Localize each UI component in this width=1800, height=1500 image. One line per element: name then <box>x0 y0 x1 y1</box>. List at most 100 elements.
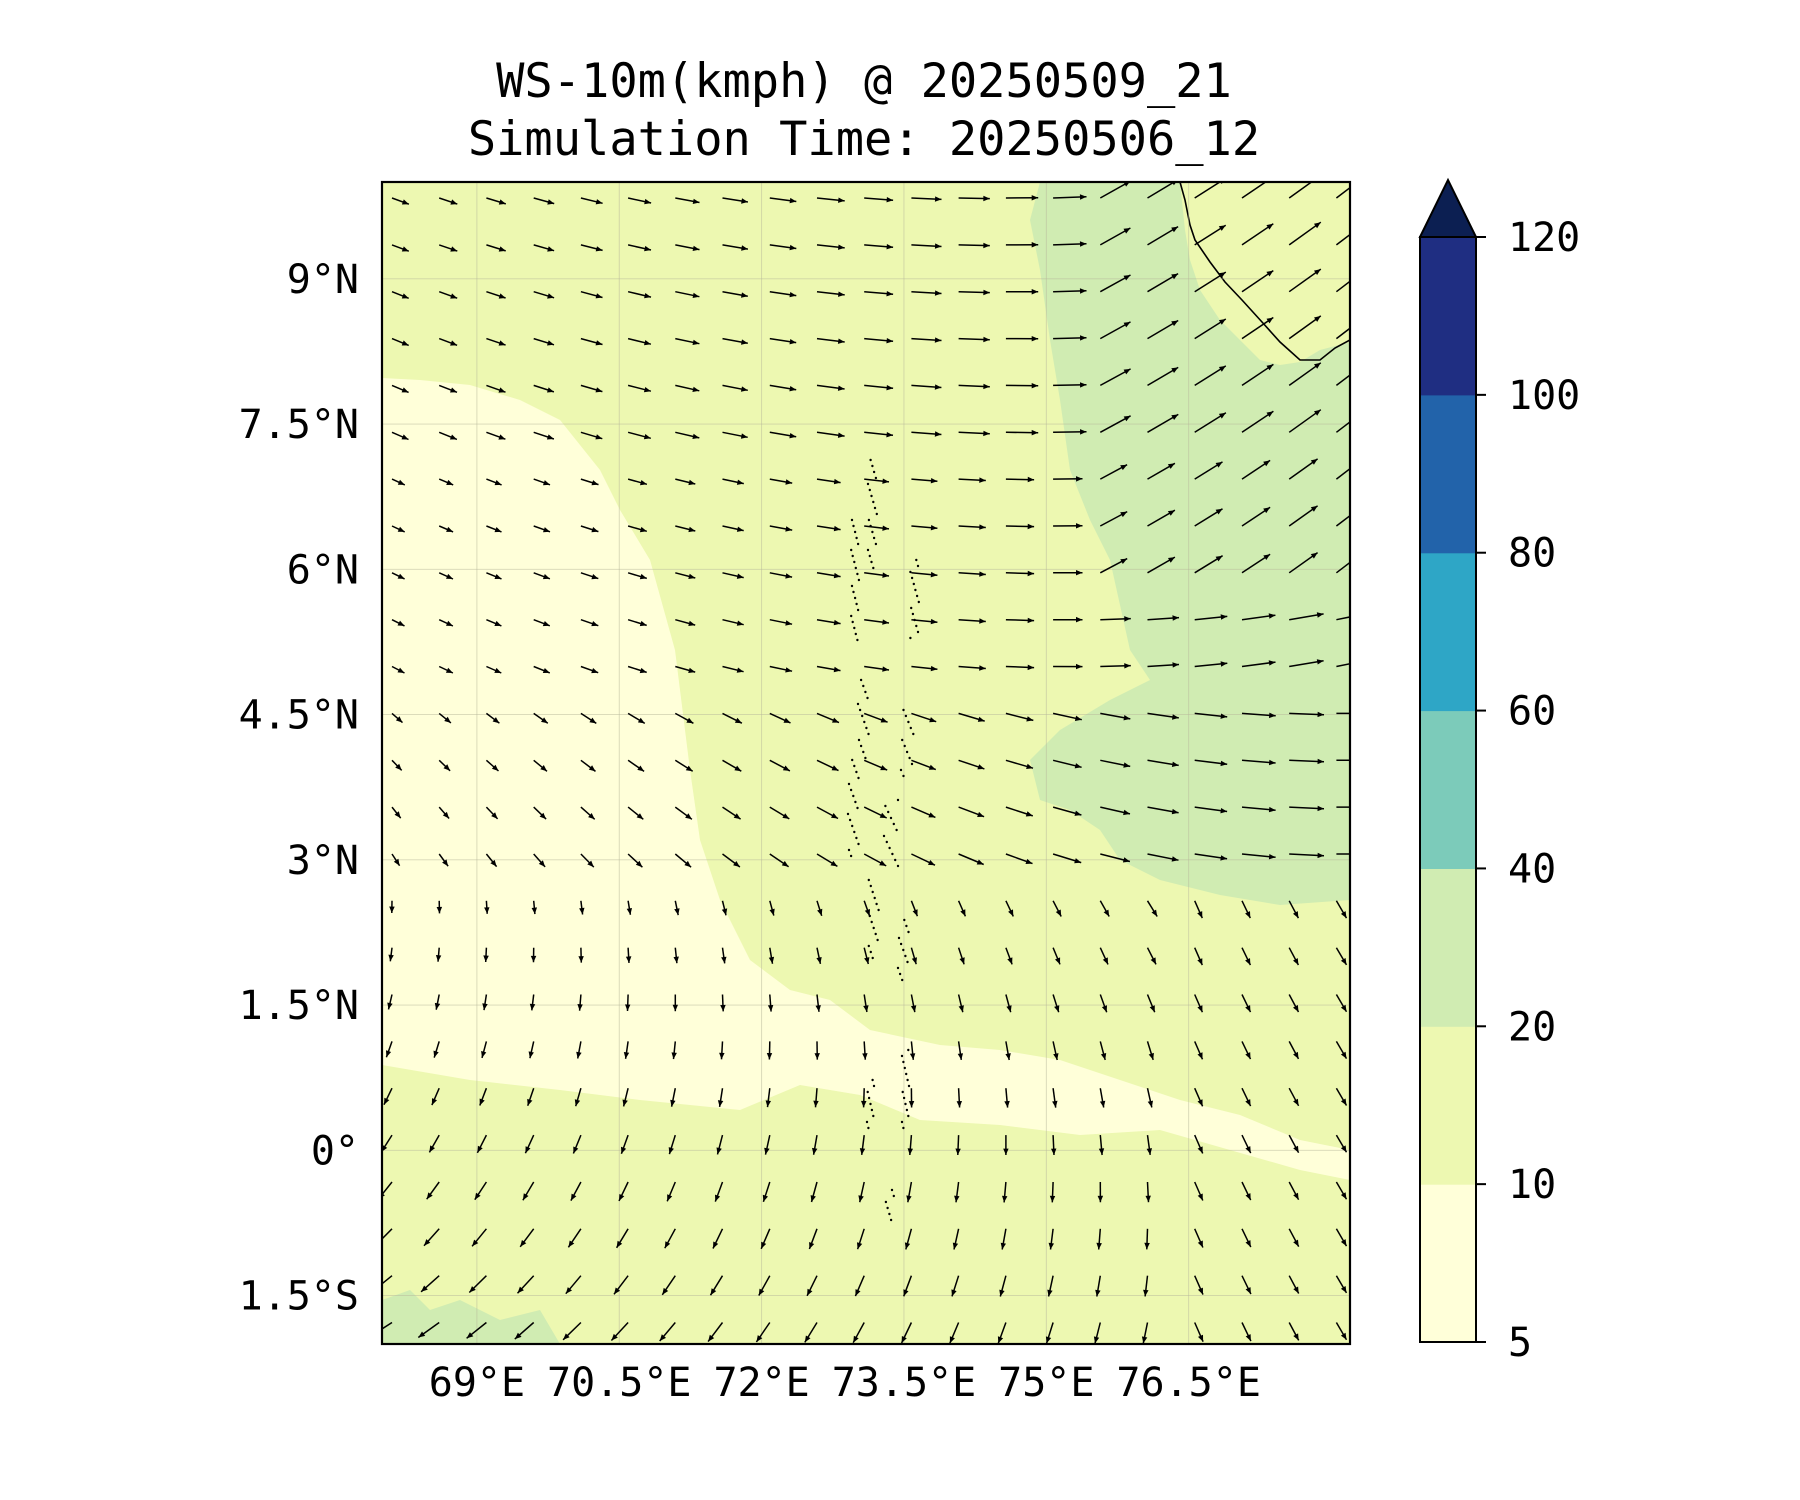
atoll-dot <box>866 1090 869 1094</box>
atoll-dot <box>866 548 870 552</box>
wind-vector-head <box>1220 661 1228 667</box>
x-tick-label: 69°E <box>429 1360 525 1406</box>
wind-vector-head <box>1220 808 1228 814</box>
wind-vector-head <box>450 340 458 346</box>
wind-vector-head <box>1026 716 1034 722</box>
atoll-dot <box>859 678 863 682</box>
atoll-dot <box>872 1084 876 1088</box>
atoll-dot <box>866 482 870 486</box>
wind-vector-head <box>1007 957 1013 965</box>
wind-vector-head <box>370 1331 377 1337</box>
wind-vector-head <box>909 1053 916 1060</box>
wind-vector-head <box>930 665 938 672</box>
wind-vector-head <box>625 1004 631 1011</box>
y-tick-label: 7.5°N <box>239 402 359 448</box>
wind-vector-head <box>577 1004 583 1011</box>
atoll-dot <box>910 576 914 580</box>
wind-vector-head <box>498 340 506 346</box>
atoll-dot <box>870 1108 874 1112</box>
atoll-dot <box>910 606 913 610</box>
wind-vector-head <box>1076 616 1083 623</box>
wind-vector-head <box>977 716 985 722</box>
atoll-dot <box>875 902 878 906</box>
wind-vector-head <box>563 1333 570 1340</box>
wind-vector-head <box>928 764 936 770</box>
x-axis-ticks: 69°E 70.5°E 72°E 73.5°E 75°E 76.5°E <box>429 1360 1261 1406</box>
atoll-dot <box>909 726 912 730</box>
wind-vector-head <box>490 859 497 867</box>
atoll-dot <box>871 530 874 534</box>
wind-vector-head <box>1266 223 1274 230</box>
wind-vector-head <box>983 242 990 249</box>
atoll-dot <box>899 942 903 946</box>
atoll-dot <box>902 1060 905 1064</box>
x-tick-label: 72°E <box>713 1360 809 1406</box>
wind-vector-head <box>636 813 644 820</box>
wind-vector-head <box>1314 362 1321 369</box>
wind-vector-head <box>692 433 700 439</box>
wind-vector-head <box>979 571 986 577</box>
wind-vector-head <box>547 246 555 252</box>
wind-vector <box>382 1228 393 1240</box>
wind-vector-head <box>525 1146 531 1154</box>
atoll-dot <box>889 1218 893 1222</box>
wind-vector-head <box>685 813 692 820</box>
wind-vector-head <box>637 717 645 724</box>
wind-vector-head <box>1143 1289 1149 1297</box>
wind-vector-head <box>789 386 797 392</box>
wind-vector-head <box>401 340 409 346</box>
atoll-dot <box>868 488 871 492</box>
wind-vector-head <box>886 244 894 250</box>
wind-vector-head <box>882 572 889 578</box>
wind-vector-head <box>466 1332 474 1339</box>
atoll-dot <box>849 854 853 858</box>
atoll-dot <box>906 1078 909 1082</box>
wind-vector-head <box>491 764 499 771</box>
atoll-dot <box>866 696 869 700</box>
atoll-dot <box>858 708 862 712</box>
wind-vector-head <box>1074 858 1082 864</box>
wind-vector-head <box>1365 611 1372 616</box>
wind-vector-head <box>833 478 841 485</box>
wind-vector-head <box>756 1335 763 1342</box>
colorbar-segment <box>1420 237 1476 396</box>
wind-vector-head <box>692 386 700 392</box>
wind-vector-head <box>531 907 537 915</box>
wind-vector-head <box>1362 174 1369 180</box>
wind-vector-head <box>1146 1148 1152 1155</box>
wind-vector-head <box>576 1051 582 1059</box>
wind-vector-head <box>1366 804 1373 809</box>
wind-vector-head <box>622 1099 628 1107</box>
wind-vector-head <box>789 244 797 251</box>
wind-vector <box>1288 221 1322 246</box>
wind-vector-head <box>659 1334 666 1341</box>
wind-vector-head <box>1144 1242 1150 1250</box>
wind-vector-head <box>1245 1193 1251 1201</box>
wind-vector-head <box>401 434 409 440</box>
wind-vector-head <box>768 956 775 964</box>
wind-vector-head <box>1220 614 1228 620</box>
wind-vector-head <box>879 860 887 866</box>
atoll-dot <box>897 936 901 940</box>
wind-vector-head <box>1002 1195 1008 1203</box>
wind-vector-head <box>833 525 841 532</box>
wind-vector-head <box>910 1005 917 1013</box>
wind-vector-head <box>1123 715 1131 721</box>
atoll-dot <box>904 954 907 958</box>
wind-vector-head <box>1218 272 1226 278</box>
wind-vector-head <box>591 621 599 627</box>
wind-vector-head <box>713 1241 719 1249</box>
wind-vector <box>1288 409 1322 433</box>
wind-vector-head <box>570 1193 577 1201</box>
atoll-dot <box>851 554 854 558</box>
wind-vector-head <box>807 1288 813 1296</box>
wind-vector-head <box>1120 511 1128 518</box>
wind-vector-head <box>547 387 554 393</box>
wind-vector-head <box>542 668 550 673</box>
wind-vector-head <box>1314 269 1321 275</box>
wind-vector-head <box>1045 1336 1052 1344</box>
map-frame <box>380 180 1352 1346</box>
wind-vector-head <box>1101 1005 1107 1013</box>
wind-vector-head <box>1366 758 1373 764</box>
